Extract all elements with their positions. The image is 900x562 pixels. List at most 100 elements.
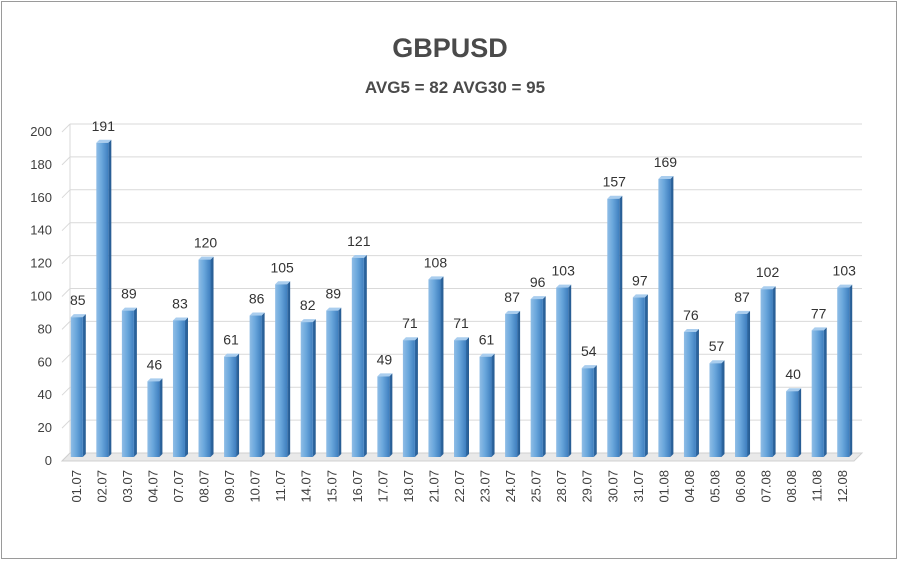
- data-label: 89: [325, 286, 341, 302]
- bar: [811, 327, 827, 457]
- x-tick-label: 31.07: [631, 470, 646, 503]
- x-tick-label: 03.07: [120, 470, 135, 503]
- bar-front: [300, 322, 313, 457]
- x-tick-label: 29.07: [580, 470, 595, 503]
- y-tick-label: 200: [30, 124, 52, 139]
- bar-top: [786, 388, 802, 392]
- bar-top: [556, 284, 572, 288]
- bar-side: [312, 319, 316, 457]
- y-tick-label: 40: [38, 387, 52, 402]
- bar-front: [709, 363, 722, 457]
- bar-side: [695, 328, 699, 457]
- bar-top: [837, 284, 853, 288]
- data-label: 89: [121, 286, 137, 302]
- bar-side: [82, 314, 86, 457]
- bar-front: [402, 340, 415, 457]
- bar-top: [300, 319, 316, 323]
- bar: [224, 353, 240, 457]
- x-tick-label: 30.07: [605, 470, 620, 503]
- x-tick-label: 15.07: [324, 470, 339, 503]
- bar-front: [735, 313, 748, 457]
- data-label: 71: [402, 315, 418, 331]
- bar: [658, 175, 674, 457]
- x-tick-label: 07.08: [759, 470, 774, 503]
- bar-front: [632, 297, 645, 457]
- y-tick-label: 180: [30, 157, 52, 172]
- chart-subtitle: AVG5 = 82 AVG30 = 95: [365, 78, 545, 97]
- bar-side: [517, 310, 521, 457]
- bar-top: [530, 296, 546, 300]
- bar-side: [287, 281, 291, 457]
- bar-side: [363, 254, 367, 457]
- bar: [300, 319, 316, 457]
- bar-front: [786, 391, 799, 457]
- x-tick-label: 04.08: [682, 470, 697, 503]
- bar-side: [184, 317, 188, 457]
- x-tick-label: 23.07: [478, 470, 493, 503]
- bar-top: [172, 317, 188, 321]
- bar-front: [428, 279, 441, 457]
- bar-front: [760, 289, 773, 457]
- bar: [581, 365, 597, 457]
- bar-side: [414, 337, 418, 457]
- bar: [683, 328, 699, 457]
- bar-front: [172, 320, 185, 457]
- bar-top: [70, 314, 86, 318]
- data-label: 103: [833, 263, 857, 279]
- bar-side: [747, 310, 751, 457]
- bar: [632, 294, 648, 457]
- bar-side: [619, 195, 623, 458]
- bar-top: [505, 310, 521, 314]
- gridline-depth: [61, 321, 71, 330]
- data-label: 191: [92, 118, 116, 134]
- data-label: 82: [300, 297, 316, 313]
- bar-front: [556, 287, 569, 457]
- y-tick-label: 100: [30, 289, 52, 304]
- bar-side: [542, 296, 546, 457]
- data-label: 77: [811, 305, 827, 321]
- bar: [479, 353, 495, 457]
- bar-top: [275, 281, 291, 285]
- data-label: 49: [377, 351, 393, 367]
- data-label: 169: [654, 154, 678, 170]
- bar-top: [811, 327, 827, 331]
- bar: [402, 337, 418, 457]
- bar: [786, 388, 802, 457]
- gridline-depth: [61, 419, 71, 429]
- x-tick-label: 08.07: [197, 470, 212, 503]
- bar-side: [593, 365, 597, 457]
- data-label: 71: [453, 315, 469, 331]
- bar-front: [249, 315, 262, 457]
- x-axis-ticks: 01.07 02.07 03.07 04.07 07.07 08.07 09.07 10.07…: [69, 470, 850, 503]
- x-tick-label: 10.07: [248, 470, 263, 503]
- bar-side: [159, 378, 163, 457]
- x-tick-label: 21.07: [426, 470, 441, 503]
- bar-top: [454, 337, 469, 341]
- bar-front: [377, 376, 390, 457]
- data-label: 120: [194, 235, 218, 251]
- bar-top: [249, 312, 265, 316]
- bar-side: [568, 284, 572, 457]
- bar-top: [147, 378, 163, 382]
- bars: [70, 139, 853, 458]
- gridline-depth: [61, 255, 71, 264]
- bar-side: [798, 388, 802, 457]
- y-tick-label: 120: [30, 256, 52, 271]
- bar: [147, 378, 163, 457]
- bar-side: [236, 353, 240, 457]
- x-tick-label: 01.07: [69, 470, 84, 503]
- bar: [607, 195, 623, 458]
- bar-front: [683, 331, 696, 457]
- data-label: 85: [70, 292, 86, 308]
- bar-top: [709, 360, 725, 364]
- x-tick-label: 16.07: [350, 470, 365, 503]
- bar-side: [721, 360, 725, 457]
- y-tick-label: 140: [30, 223, 52, 238]
- data-label: 108: [424, 254, 448, 270]
- bar-side: [338, 307, 342, 457]
- bar-front: [96, 142, 109, 457]
- bar-top: [224, 353, 240, 357]
- bar-front: [837, 287, 850, 457]
